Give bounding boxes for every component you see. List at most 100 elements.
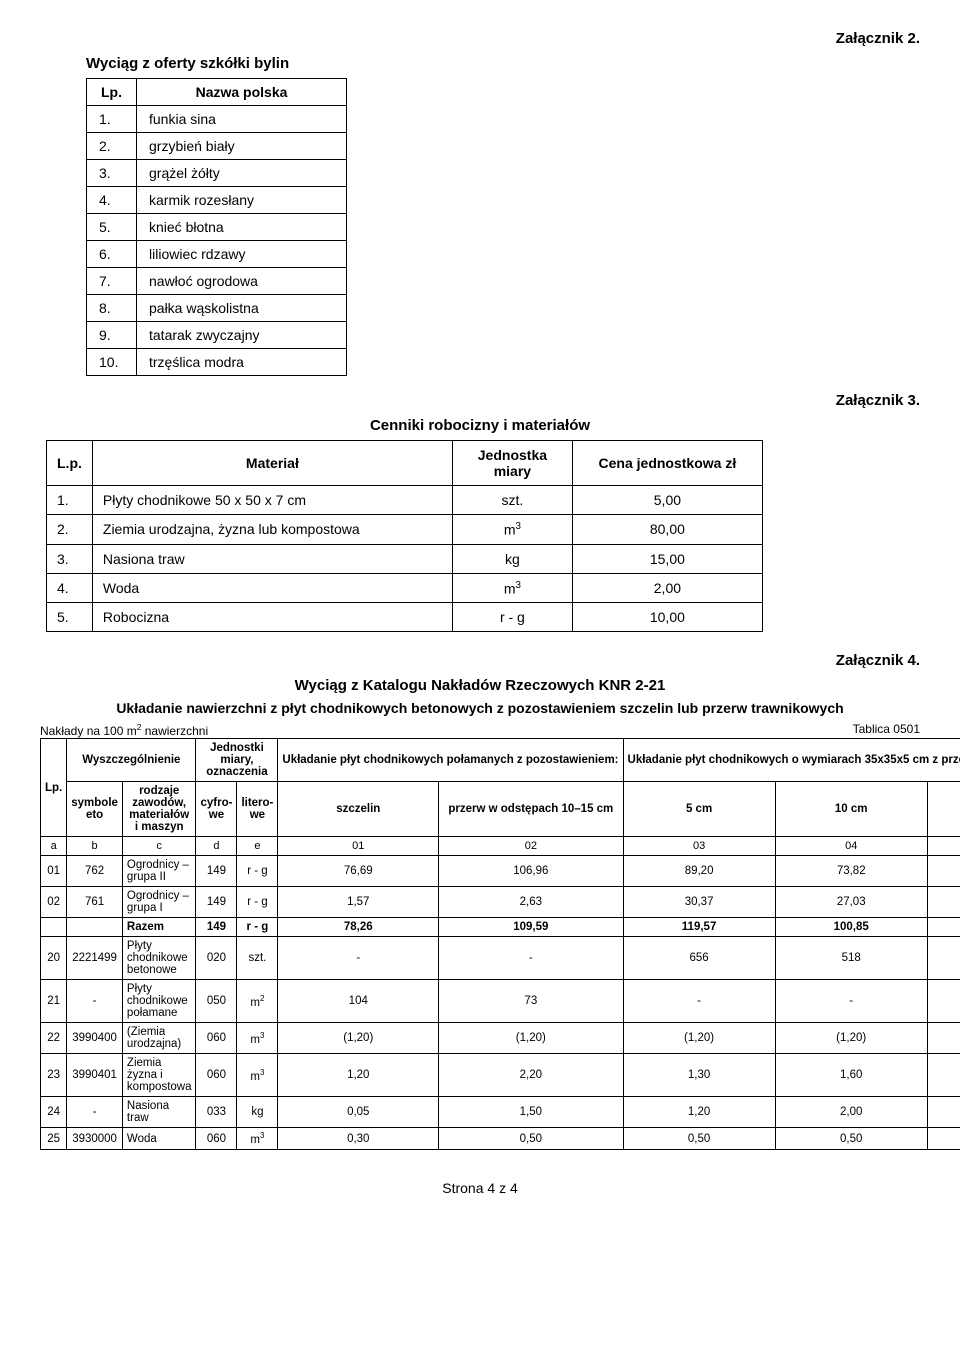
cell-material: Robocizna [92,603,452,632]
col-unit: Jednostki miary, oznaczenia [196,739,278,782]
table-row: 202221499Płyty chodnikowe betonowe020szt… [41,937,960,980]
cell-sym: 3990400 [67,1023,123,1054]
plant-list-table: Lp. Nazwa polska 1.funkia sina2.grzybień… [86,78,347,376]
cell-value: 0,50 [775,1128,927,1150]
cell-price: 5,00 [572,486,762,515]
table-row: 233990401Ziemia żyzna i kompostowa060m31… [41,1054,960,1097]
table-row: 5.Robociznar - g10,00 [47,603,763,632]
col-02: przerw w odstępach 10–15 cm [439,782,623,837]
cell-desc: Ogrodnicy – grupa II [122,856,196,887]
cell-price: 80,00 [572,515,762,545]
col-name: Nazwa polska [137,79,347,106]
col-unit: Jednostka miary [452,441,572,486]
cell-unit: r - g [237,887,278,918]
cell-value: (1,20) [623,1023,775,1054]
cell-unit: m3 [237,1128,278,1150]
cell-desc: Nasiona traw [122,1097,196,1128]
cell-value: - [278,937,439,980]
attachment-3-heading: Załącznik 3. [40,392,920,409]
cell-sym: - [67,1097,123,1128]
letter-cell: e [237,837,278,856]
cell-value: 2,70 [927,1054,960,1097]
cell-unit: r - g [237,856,278,887]
cell-value: 2,60 [927,1097,960,1128]
cell-unit: r - g [452,603,572,632]
col-unit-letter: litero-we [237,782,278,837]
cell-price: 15,00 [572,544,762,573]
cell-name: pałka wąskolistna [137,295,347,322]
cell-material: Woda [92,573,452,603]
cell-value: (1,20) [775,1023,927,1054]
cell-value: 89,20 [623,856,775,887]
cell-name: funkia sina [137,106,347,133]
cell-value: 0,50 [439,1128,623,1150]
cell-price: 10,00 [572,603,762,632]
col-material: Materiał [92,441,452,486]
col-sym: symbole eto [67,782,123,837]
cell-value: 78,26 [278,918,439,937]
cell-desc: Ogrodnicy – grupa I [122,887,196,918]
col-group-1: Układanie płyt chodnikowych połamanych z… [278,739,623,782]
col-05: 15 cm [927,782,960,837]
cell-lp: 10. [87,349,137,376]
price-list-table: L.p. Materiał Jednostka miary Cena jedno… [46,440,763,632]
col-03: 5 cm [623,782,775,837]
letter-cell: 05 [927,837,960,856]
table-row: Razem149r - g78,26109,59119,57100,8584,3… [41,918,960,937]
cell-name: knieć błotna [137,214,347,241]
cell-unit: m3 [237,1054,278,1097]
cell-sym: - [67,980,123,1023]
cell-sym: 3930000 [67,1128,123,1150]
cell-unit: m2 [237,980,278,1023]
cell-price: 2,00 [572,573,762,603]
cell-lp: 4. [87,187,137,214]
cell-lp: 5. [47,603,93,632]
cell-unit: kg [452,544,572,573]
cell-name: karmik rozesłany [137,187,347,214]
cell-code: 033 [196,1097,237,1128]
attachment-4-title: Wyciąg z Katalogu Nakładów Rzeczowych KN… [40,677,920,694]
cell-lp: 4. [47,573,93,603]
cell-unit: szt. [452,486,572,515]
table-row: 3.Nasiona trawkg15,00 [47,544,763,573]
cell-value: 2,00 [775,1097,927,1128]
cell-code: 060 [196,1128,237,1150]
cell-sym: 2221499 [67,937,123,980]
cell-lp: 6. [87,241,137,268]
cell-name: tatarak zwyczajny [137,322,347,349]
table-row: 1.funkia sina [87,106,347,133]
col-group-2: Układanie płyt chodnikowych o wymiarach … [623,739,960,782]
cell-sym: 762 [67,856,123,887]
cell-value: - [623,980,775,1023]
col-04: 10 cm [775,782,927,837]
cell-desc: Woda [122,1128,196,1150]
cell-material: Nasiona traw [92,544,452,573]
cell-value: 104 [278,980,439,1023]
cell-value: 1,20 [278,1054,439,1097]
cell-lp: 02 [41,887,67,918]
knr-letter-row: abcde0102030405060708 [41,837,960,856]
cell-value: 1,20 [623,1097,775,1128]
cell-unit: m3 [237,1023,278,1054]
letter-cell: 01 [278,837,439,856]
cell-value: 73 [439,980,623,1023]
cell-value: 0,50 [623,1128,775,1150]
cell-name: liliowiec rdzawy [137,241,347,268]
knr-head-row-2: symbole eto rodzaje zawodów, materiałów … [41,782,960,837]
col-desc: rodzaje zawodów, materiałów i maszyn [122,782,196,837]
knr-left-note: Nakłady na 100 m2 nawierzchni [40,722,208,738]
cell-name: grzybień biały [137,133,347,160]
cell-code: 149 [196,856,237,887]
cell-unit: m3 [452,573,572,603]
cell-sym: 3990401 [67,1054,123,1097]
letter-cell: a [41,837,67,856]
attachment-3-title: Cenniki robocizny i materiałów [40,417,920,434]
col-lp: Lp. [41,739,67,837]
cell-lp: 3. [47,544,93,573]
cell-name: trzęślica modra [137,349,347,376]
cell-unit: szt. [237,937,278,980]
table-row: 9.tatarak zwyczajny [87,322,347,349]
table-header-row: L.p. Materiał Jednostka miary Cena jedno… [47,441,763,486]
cell-lp: 22 [41,1023,67,1054]
table-row: 7.nawłoć ogrodowa [87,268,347,295]
